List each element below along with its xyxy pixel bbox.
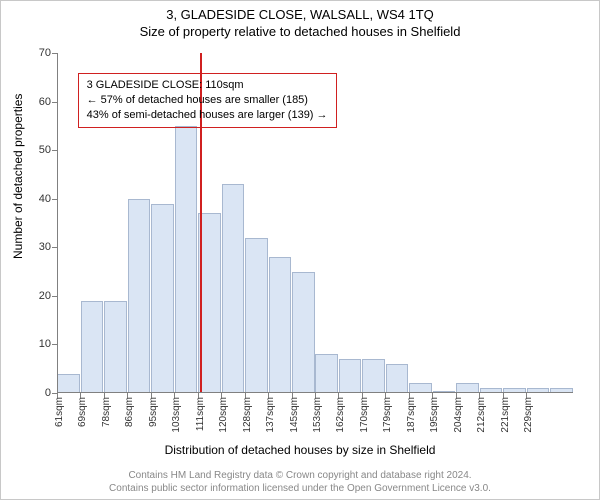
x-tick-label: 170sqm	[359, 397, 370, 433]
x-tick-label: 137sqm	[265, 397, 276, 433]
histogram-bar	[362, 359, 385, 393]
y-axis-line	[57, 53, 58, 393]
x-tick-label: 229sqm	[523, 397, 534, 433]
x-tick-label: 69sqm	[77, 397, 88, 427]
y-tick-label: 40	[39, 193, 51, 205]
y-tick-mark	[52, 102, 57, 103]
x-tick-label: 128sqm	[242, 397, 253, 433]
x-tick-label: 95sqm	[148, 397, 159, 427]
y-tick-label: 20	[39, 290, 51, 302]
histogram-bar	[315, 354, 338, 393]
address-title: 3, GLADESIDE CLOSE, WALSALL, WS4 1TQ	[1, 7, 599, 24]
y-tick-label: 60	[39, 96, 51, 108]
annotation-line: ← 57% of detached houses are smaller (18…	[87, 93, 328, 108]
x-tick-label: 153sqm	[312, 397, 323, 433]
footer-line-1: Contains HM Land Registry data © Crown c…	[1, 469, 599, 482]
x-tick-label: 78sqm	[101, 397, 112, 427]
histogram-bar	[269, 257, 292, 393]
histogram-bar	[339, 359, 362, 393]
histogram-bar	[245, 238, 268, 393]
histogram-bar	[151, 204, 174, 393]
x-tick-label: 120sqm	[218, 397, 229, 433]
x-tick-label: 86sqm	[124, 397, 135, 427]
histogram-bar	[175, 126, 198, 393]
annotation-line: 43% of semi-detached houses are larger (…	[87, 108, 328, 123]
footer-line-2: Contains public sector information licen…	[1, 482, 599, 495]
x-axis-label: Distribution of detached houses by size …	[1, 443, 599, 457]
figure-container: 3, GLADESIDE CLOSE, WALSALL, WS4 1TQ Siz…	[0, 0, 600, 500]
footer-attribution: Contains HM Land Registry data © Crown c…	[1, 469, 599, 495]
chart-plot-area: 3 GLADESIDE CLOSE: 110sqm← 57% of detach…	[57, 53, 573, 393]
y-tick-label: 10	[39, 338, 51, 350]
y-tick-label: 70	[39, 47, 51, 59]
x-tick-label: 179sqm	[382, 397, 393, 433]
histogram-bar	[81, 301, 104, 393]
y-tick-mark	[52, 344, 57, 345]
y-tick-label: 50	[39, 144, 51, 156]
histogram-bar	[222, 184, 245, 393]
annotation-line: 3 GLADESIDE CLOSE: 110sqm	[87, 78, 328, 93]
x-tick-label: 111sqm	[195, 397, 206, 431]
annotation-box: 3 GLADESIDE CLOSE: 110sqm← 57% of detach…	[78, 73, 337, 128]
x-tick-label: 221sqm	[500, 397, 511, 433]
histogram-bar	[128, 199, 151, 393]
y-axis-label: Number of detached properties	[11, 94, 25, 259]
x-tick-label: 187sqm	[406, 397, 417, 433]
x-tick-label: 195sqm	[429, 397, 440, 433]
histogram-bar	[386, 364, 409, 393]
y-tick-mark	[52, 53, 57, 54]
y-tick-label: 30	[39, 241, 51, 253]
histogram-bar	[57, 374, 80, 393]
histogram-bar	[104, 301, 127, 393]
y-tick-mark	[52, 247, 57, 248]
y-tick-mark	[52, 199, 57, 200]
histogram-bar	[292, 272, 315, 393]
subtitle: Size of property relative to detached ho…	[1, 24, 599, 41]
y-tick-mark	[52, 150, 57, 151]
x-tick-label: 204sqm	[453, 397, 464, 433]
x-tick-label: 103sqm	[171, 397, 182, 433]
x-tick-label: 61sqm	[54, 397, 65, 427]
x-tick-label: 162sqm	[335, 397, 346, 433]
x-tick-label: 212sqm	[476, 397, 487, 433]
y-tick-label: 0	[45, 387, 51, 399]
y-tick-mark	[52, 296, 57, 297]
x-tick-label: 145sqm	[289, 397, 300, 433]
